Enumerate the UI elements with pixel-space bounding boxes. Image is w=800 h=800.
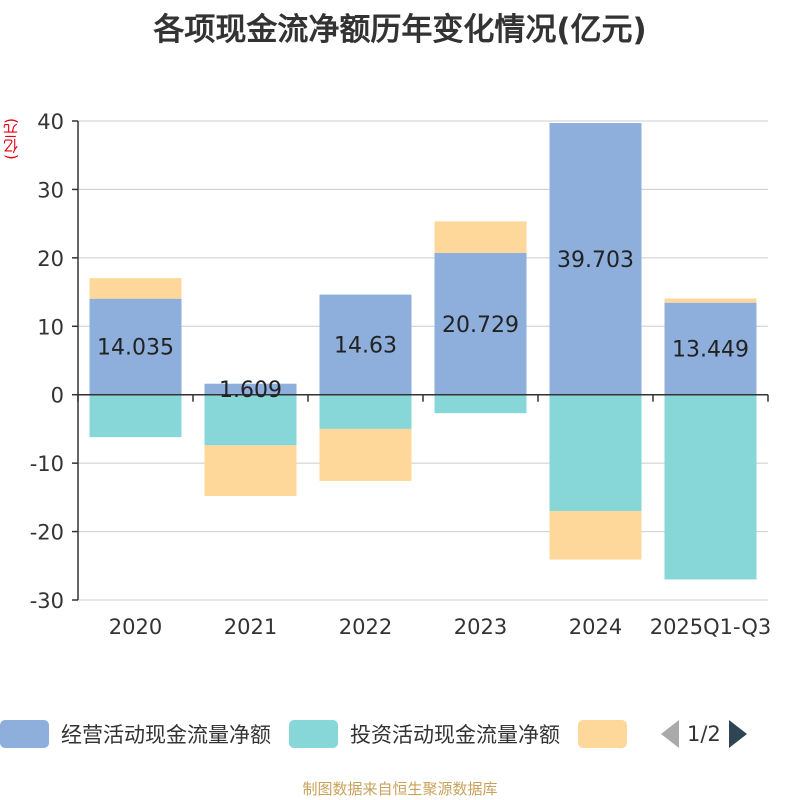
bar-series-1 [89,394,182,438]
y-tick-label: -20 [30,521,64,545]
bar-series-0 [434,252,527,395]
data-label: 13.449 [672,338,749,363]
legend-item-financing[interactable] [578,720,639,748]
data-label: 20.729 [442,313,519,338]
x-tick-label: 2025Q1-Q3 [650,615,772,639]
bar-series-1 [434,394,527,414]
legend-label-operating: 经营活动现金流量净额 [61,723,271,747]
y-tick-label: 20 [37,247,64,271]
bar-series-1 [664,394,757,580]
bar-series-0 [549,123,642,395]
bar-series-2 [434,221,527,253]
bar-series-0 [204,383,297,395]
y-tick-label: 30 [37,178,64,202]
bar-series-0 [319,294,412,395]
legend-next-page-icon[interactable] [728,720,747,748]
legend-prev-page-icon[interactable] [661,720,679,748]
legend-item-operating[interactable]: 经营活动现金流量净额 [0,719,271,749]
chart-title: 各项现金流净额历年变化情况(亿元) [153,12,647,48]
legend-label-investing: 投资活动现金流量净额 [350,723,560,747]
bar-chart: 40 30 20 10 0 -10 -20 -30 2020 2021 2022 2023 2024 20… [30,110,772,639]
x-tick-label: 2024 [569,615,622,639]
bar-series-2 [664,298,757,303]
legend-swatch-operating [0,720,49,748]
data-source-footer: 制图数据来自恒生聚源数据库 [302,780,498,798]
bar-series-1 [549,394,642,512]
y-tick-label: -30 [30,589,64,613]
y-tick-label: 40 [37,110,64,134]
x-tick-label: 2021 [224,615,277,639]
y-tick-label: -10 [30,452,64,476]
legend-item-investing[interactable]: 投资活动现金流量净额 [289,719,560,749]
x-tick-label: 2023 [454,615,507,639]
x-tick-label: 2022 [339,615,392,639]
y-tick-label: 0 [51,384,64,408]
legend-swatch-investing [289,720,338,748]
x-tick-label: 2020 [109,615,162,639]
data-label: 39.703 [557,248,634,273]
data-label: 14.035 [97,336,174,361]
data-label: 1.609 [219,378,282,403]
legend-page-indicator: 1/2 [687,722,721,746]
bar-series-1 [319,394,412,429]
legend: 经营活动现金流量净额 投资活动现金流量净额 1/2 [0,716,747,752]
bar-series-2 [549,511,642,560]
bar-series-1 [204,394,297,446]
bar-series-2 [89,278,182,299]
legend-swatch-financing [578,720,627,748]
data-label: 14.63 [334,334,397,359]
bar-series-0 [89,298,182,395]
bar-series-2 [204,445,297,496]
legend-pager: 1/2 [661,720,747,748]
bar-series-0 [664,302,757,395]
bar-series-2 [319,428,412,481]
y-tick-label: 10 [37,315,64,339]
